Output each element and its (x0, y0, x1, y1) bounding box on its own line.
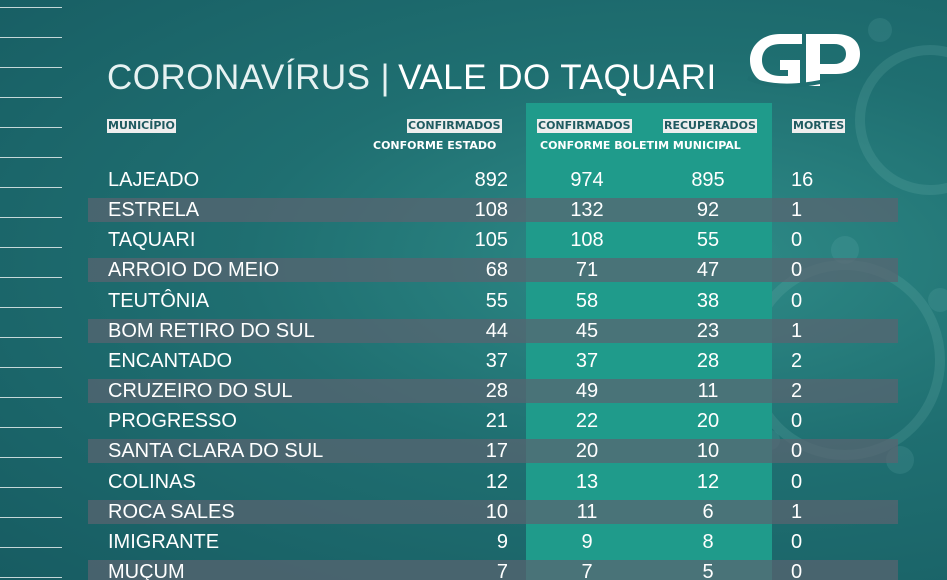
confirmed-state-value: 68 (485, 259, 508, 282)
municipality-name: SANTA CLARA DO SUL (108, 440, 324, 463)
confirmed-state-value: 10 (485, 500, 508, 523)
confirmed-state-value: 9 (496, 530, 508, 553)
confirmed-state-value: 28 (485, 380, 508, 403)
confirmed-municipal-value: 13 (575, 470, 599, 493)
header-conforme-boletim: CONFORME BOLETIM MUNICIPAL (540, 139, 741, 152)
gp-logo (747, 34, 861, 88)
municipality-name: BOM RETIRO DO SUL (108, 319, 315, 342)
municipality-name: ENCANTADO (108, 349, 233, 372)
deaths-value: 1 (791, 199, 803, 222)
confirmed-state-value: 7 (496, 560, 508, 580)
confirmed-municipal-value: 49 (575, 380, 599, 403)
header-mortes: MORTES (792, 119, 846, 133)
deaths-value: 0 (791, 560, 803, 580)
recovered-value: 895 (691, 169, 725, 191)
deaths-value: 0 (791, 289, 803, 312)
confirmed-municipal-value: 11 (576, 500, 598, 523)
confirmed-state-value: 37 (485, 349, 508, 372)
recovered-value: 10 (696, 440, 720, 463)
table-row: ROCA SALES 10 11 6 1 (88, 499, 898, 524)
municipality-name: TEUTÔNIA (108, 289, 210, 312)
recovered-value: 8 (702, 530, 714, 553)
deaths-value: 0 (791, 229, 803, 252)
confirmed-state-value: 108 (474, 199, 508, 222)
recovered-value: 92 (696, 199, 720, 222)
header-confirmados-municipal: CONFIRMADOS (537, 119, 632, 133)
recovered-value: 47 (696, 259, 720, 282)
confirmed-state-value: 55 (485, 289, 508, 312)
table-row: CRUZEIRO DO SUL 28 49 11 2 (88, 379, 898, 404)
confirmed-municipal-value: 58 (575, 289, 599, 312)
header-confirmados-estado: CONFIRMADOS (407, 119, 502, 133)
title-coronavirus: CORONAVÍRUS (107, 58, 371, 97)
title-separator: | (380, 58, 391, 97)
table-row: TEUTÔNIA 55 58 38 0 (88, 289, 898, 313)
municipality-name: ROCA SALES (108, 500, 235, 523)
table-row: TAQUARI 105 108 55 0 (88, 228, 898, 252)
table-row: MUÇUM 7 7 5 0 (88, 559, 898, 580)
recovered-value: 23 (696, 319, 720, 342)
municipality-name: CRUZEIRO DO SUL (108, 380, 293, 403)
recovered-value: 11 (697, 380, 719, 403)
deaths-value: 0 (791, 470, 803, 493)
table-row: SANTA CLARA DO SUL 17 20 10 0 (88, 439, 898, 464)
confirmed-municipal-value: 37 (575, 349, 599, 372)
table-row: ARROIO DO MEIO 68 71 47 0 (88, 258, 898, 283)
left-decorative-lines (0, 0, 62, 580)
table-row: COLINAS 12 13 12 0 (88, 470, 898, 494)
deaths-value: 0 (791, 440, 803, 463)
confirmed-state-value: 105 (474, 229, 508, 252)
deaths-value: 0 (791, 410, 803, 433)
municipality-name: ESTRELA (108, 199, 200, 222)
recovered-value: 12 (696, 470, 720, 493)
deaths-value: 16 (791, 169, 814, 191)
page-title: CORONAVÍRUS | VALE DO TAQUARI (107, 58, 717, 98)
recovered-value: 28 (696, 349, 720, 372)
confirmed-state-value: 44 (485, 319, 508, 342)
municipality-name: IMIGRANTE (108, 530, 220, 553)
table-row: PROGRESSO 21 22 20 0 (88, 409, 898, 433)
header-recuperados: RECUPERADOS (663, 119, 757, 133)
table-row: IMIGRANTE 9 9 8 0 (88, 530, 898, 554)
deaths-value: 0 (791, 530, 803, 553)
municipality-name: TAQUARI (108, 229, 196, 252)
recovered-value: 55 (696, 229, 720, 252)
table-row: ESTRELA 108 132 92 1 (88, 198, 898, 223)
recovered-value: 38 (696, 289, 720, 312)
confirmed-municipal-value: 20 (575, 440, 599, 463)
header-conforme-estado: CONFORME ESTADO (373, 139, 497, 152)
confirmed-state-value: 17 (485, 440, 508, 463)
confirmed-municipal-value: 974 (570, 169, 604, 191)
confirmed-municipal-value: 22 (575, 410, 599, 433)
deaths-value: 0 (791, 259, 803, 282)
title-region: VALE DO TAQUARI (398, 58, 717, 97)
header-municipio: MUNICÍPIO (107, 119, 176, 133)
deaths-value: 2 (791, 349, 803, 372)
deaths-value: 1 (791, 319, 803, 342)
recovered-value: 6 (702, 500, 714, 523)
municipality-name: LAJEADO (108, 169, 200, 191)
municipality-name: COLINAS (108, 470, 196, 493)
confirmed-municipal-value: 132 (570, 199, 604, 222)
confirmed-state-value: 892 (474, 169, 508, 191)
confirmed-municipal-value: 7 (581, 560, 593, 580)
confirmed-state-value: 12 (485, 470, 508, 493)
recovered-value: 20 (696, 410, 720, 433)
confirmed-municipal-value: 45 (575, 319, 599, 342)
deaths-value: 2 (791, 380, 803, 403)
table-row: ENCANTADO 37 37 28 2 (88, 349, 898, 373)
confirmed-municipal-value: 71 (575, 259, 599, 282)
recovered-value: 5 (702, 560, 714, 580)
deaths-value: 1 (791, 500, 803, 523)
municipality-name: MUÇUM (108, 560, 185, 580)
confirmed-municipal-value: 108 (570, 229, 604, 252)
confirmed-municipal-value: 9 (581, 530, 593, 553)
confirmed-state-value: 21 (485, 410, 508, 433)
table-row: LAJEADO 892 974 895 16 (88, 168, 898, 192)
table-row: BOM RETIRO DO SUL 44 45 23 1 (88, 318, 898, 343)
municipality-name: ARROIO DO MEIO (108, 259, 280, 282)
municipality-name: PROGRESSO (108, 410, 237, 433)
